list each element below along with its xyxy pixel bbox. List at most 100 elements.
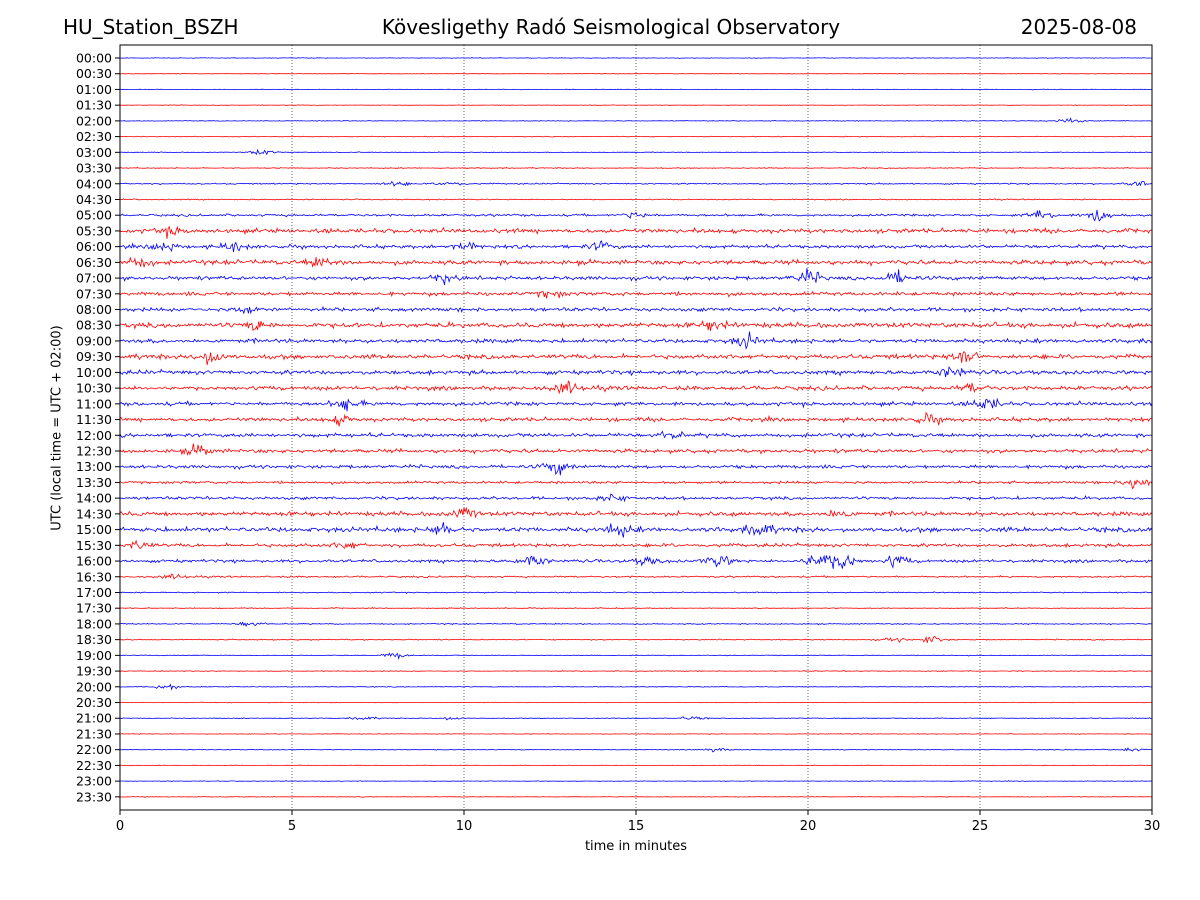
y-axis-ticks: 00:0000:3001:0001:3002:0002:3003:0003:30… — [76, 51, 120, 804]
y-tick-label: 15:30 — [76, 538, 112, 553]
trace-1130 — [119, 411, 1153, 427]
x-tick-label: 5 — [288, 819, 296, 834]
y-tick-label: 09:30 — [76, 349, 112, 364]
trace-0130 — [119, 104, 1153, 107]
y-tick-label: 06:00 — [76, 239, 112, 254]
trace-1330 — [119, 479, 1153, 490]
y-tick-label: 10:30 — [76, 381, 112, 396]
y-tick-label: 21:30 — [76, 726, 112, 741]
trace-0030 — [119, 72, 1153, 75]
trace-1600 — [119, 554, 1153, 569]
y-tick-label: 09:00 — [76, 333, 112, 348]
trace-0700 — [119, 268, 1153, 286]
plot-frame — [119, 44, 1153, 811]
x-tick-label: 20 — [800, 819, 817, 834]
trace-2230 — [119, 764, 1152, 767]
y-tick-label: 21:00 — [76, 711, 112, 726]
y-tick-label: 18:30 — [76, 632, 112, 647]
x-axis-label: time in minutes — [585, 839, 687, 854]
trace-0300 — [119, 148, 1152, 156]
trace-1230 — [119, 443, 1153, 456]
trace-1200 — [119, 430, 1153, 440]
y-tick-label: 15:00 — [76, 522, 112, 537]
y-tick-label: 11:30 — [76, 412, 112, 427]
y-tick-label: 17:30 — [76, 601, 112, 616]
trace-1900 — [120, 652, 1153, 660]
y-tick-label: 13:00 — [76, 459, 112, 474]
trace-0530 — [119, 225, 1153, 239]
y-tick-label: 01:00 — [76, 82, 112, 97]
y-tick-label: 08:30 — [76, 318, 112, 333]
y-tick-label: 18:00 — [76, 616, 112, 631]
trace-0000 — [120, 57, 1153, 59]
trace-0730 — [119, 290, 1153, 299]
y-tick-label: 00:00 — [76, 51, 112, 66]
y-tick-label: 06:30 — [76, 255, 112, 270]
trace-1530 — [119, 539, 1153, 549]
y-tick-label: 03:00 — [76, 145, 112, 160]
y-tick-label: 19:00 — [76, 648, 112, 663]
y-tick-label: 04:00 — [76, 176, 112, 191]
y-tick-label: 07:00 — [76, 271, 112, 286]
y-tick-label: 05:30 — [76, 223, 112, 238]
trace-0400 — [119, 180, 1153, 187]
chart-title: Kövesligethy Radó Seismological Observat… — [381, 15, 841, 39]
trace-0900 — [119, 331, 1153, 350]
trace-1030 — [119, 380, 1153, 395]
y-tick-label: 03:30 — [76, 161, 112, 176]
trace-0200 — [120, 117, 1153, 123]
y-tick-label: 20:30 — [76, 695, 112, 710]
station-label: HU_Station_BSZH — [63, 15, 239, 39]
trace-1400 — [119, 493, 1152, 503]
trace-2330 — [119, 796, 1153, 798]
trace-0800 — [119, 305, 1153, 315]
trace-0230 — [119, 135, 1153, 138]
trace-1430 — [119, 506, 1153, 519]
y-tick-label: 01:30 — [76, 98, 112, 113]
y-tick-label: 14:00 — [76, 491, 112, 506]
trace-1500 — [119, 522, 1153, 538]
trace-0600 — [119, 240, 1153, 253]
y-tick-label: 22:00 — [76, 742, 112, 757]
trace-1830 — [119, 635, 1153, 643]
y-tick-label: 12:30 — [76, 444, 112, 459]
x-tick-label: 15 — [628, 819, 645, 834]
x-tick-label: 30 — [1144, 819, 1161, 834]
trace-1630 — [120, 573, 1153, 580]
trace-0630 — [120, 256, 1153, 268]
trace-0100 — [119, 88, 1152, 91]
y-tick-label: 12:00 — [76, 428, 112, 443]
x-tick-label: 10 — [456, 819, 473, 834]
y-tick-label: 19:30 — [76, 664, 112, 679]
y-tick-label: 02:30 — [76, 129, 112, 144]
seismic-traces — [119, 57, 1153, 798]
trace-2200 — [119, 747, 1153, 753]
y-tick-label: 16:30 — [76, 569, 112, 584]
y-tick-label: 05:00 — [76, 208, 112, 223]
y-tick-label: 23:30 — [76, 789, 112, 804]
trace-0330 — [120, 166, 1153, 170]
trace-2000 — [119, 683, 1153, 691]
y-tick-label: 22:30 — [76, 758, 112, 773]
trace-1700 — [119, 591, 1153, 594]
y-tick-label: 04:30 — [76, 192, 112, 207]
y-tick-label: 08:00 — [76, 302, 112, 317]
trace-1100 — [119, 397, 1153, 412]
trace-2030 — [119, 701, 1153, 704]
trace-1000 — [119, 366, 1153, 378]
grid-lines — [291, 45, 981, 810]
trace-0500 — [119, 209, 1152, 222]
y-tick-label: 17:00 — [76, 585, 112, 600]
y-tick-label: 13:30 — [76, 475, 112, 490]
y-tick-label: 11:00 — [76, 396, 112, 411]
trace-0830 — [119, 319, 1153, 332]
y-tick-label: 23:00 — [76, 774, 112, 789]
date-label: 2025-08-08 — [1020, 15, 1137, 39]
y-tick-label: 16:00 — [76, 554, 112, 569]
trace-0430 — [119, 198, 1153, 201]
y-tick-label: 00:30 — [76, 66, 112, 81]
y-tick-label: 10:00 — [76, 365, 112, 380]
trace-2300 — [119, 780, 1153, 782]
trace-2130 — [119, 733, 1152, 735]
y-tick-label: 14:30 — [76, 506, 112, 521]
